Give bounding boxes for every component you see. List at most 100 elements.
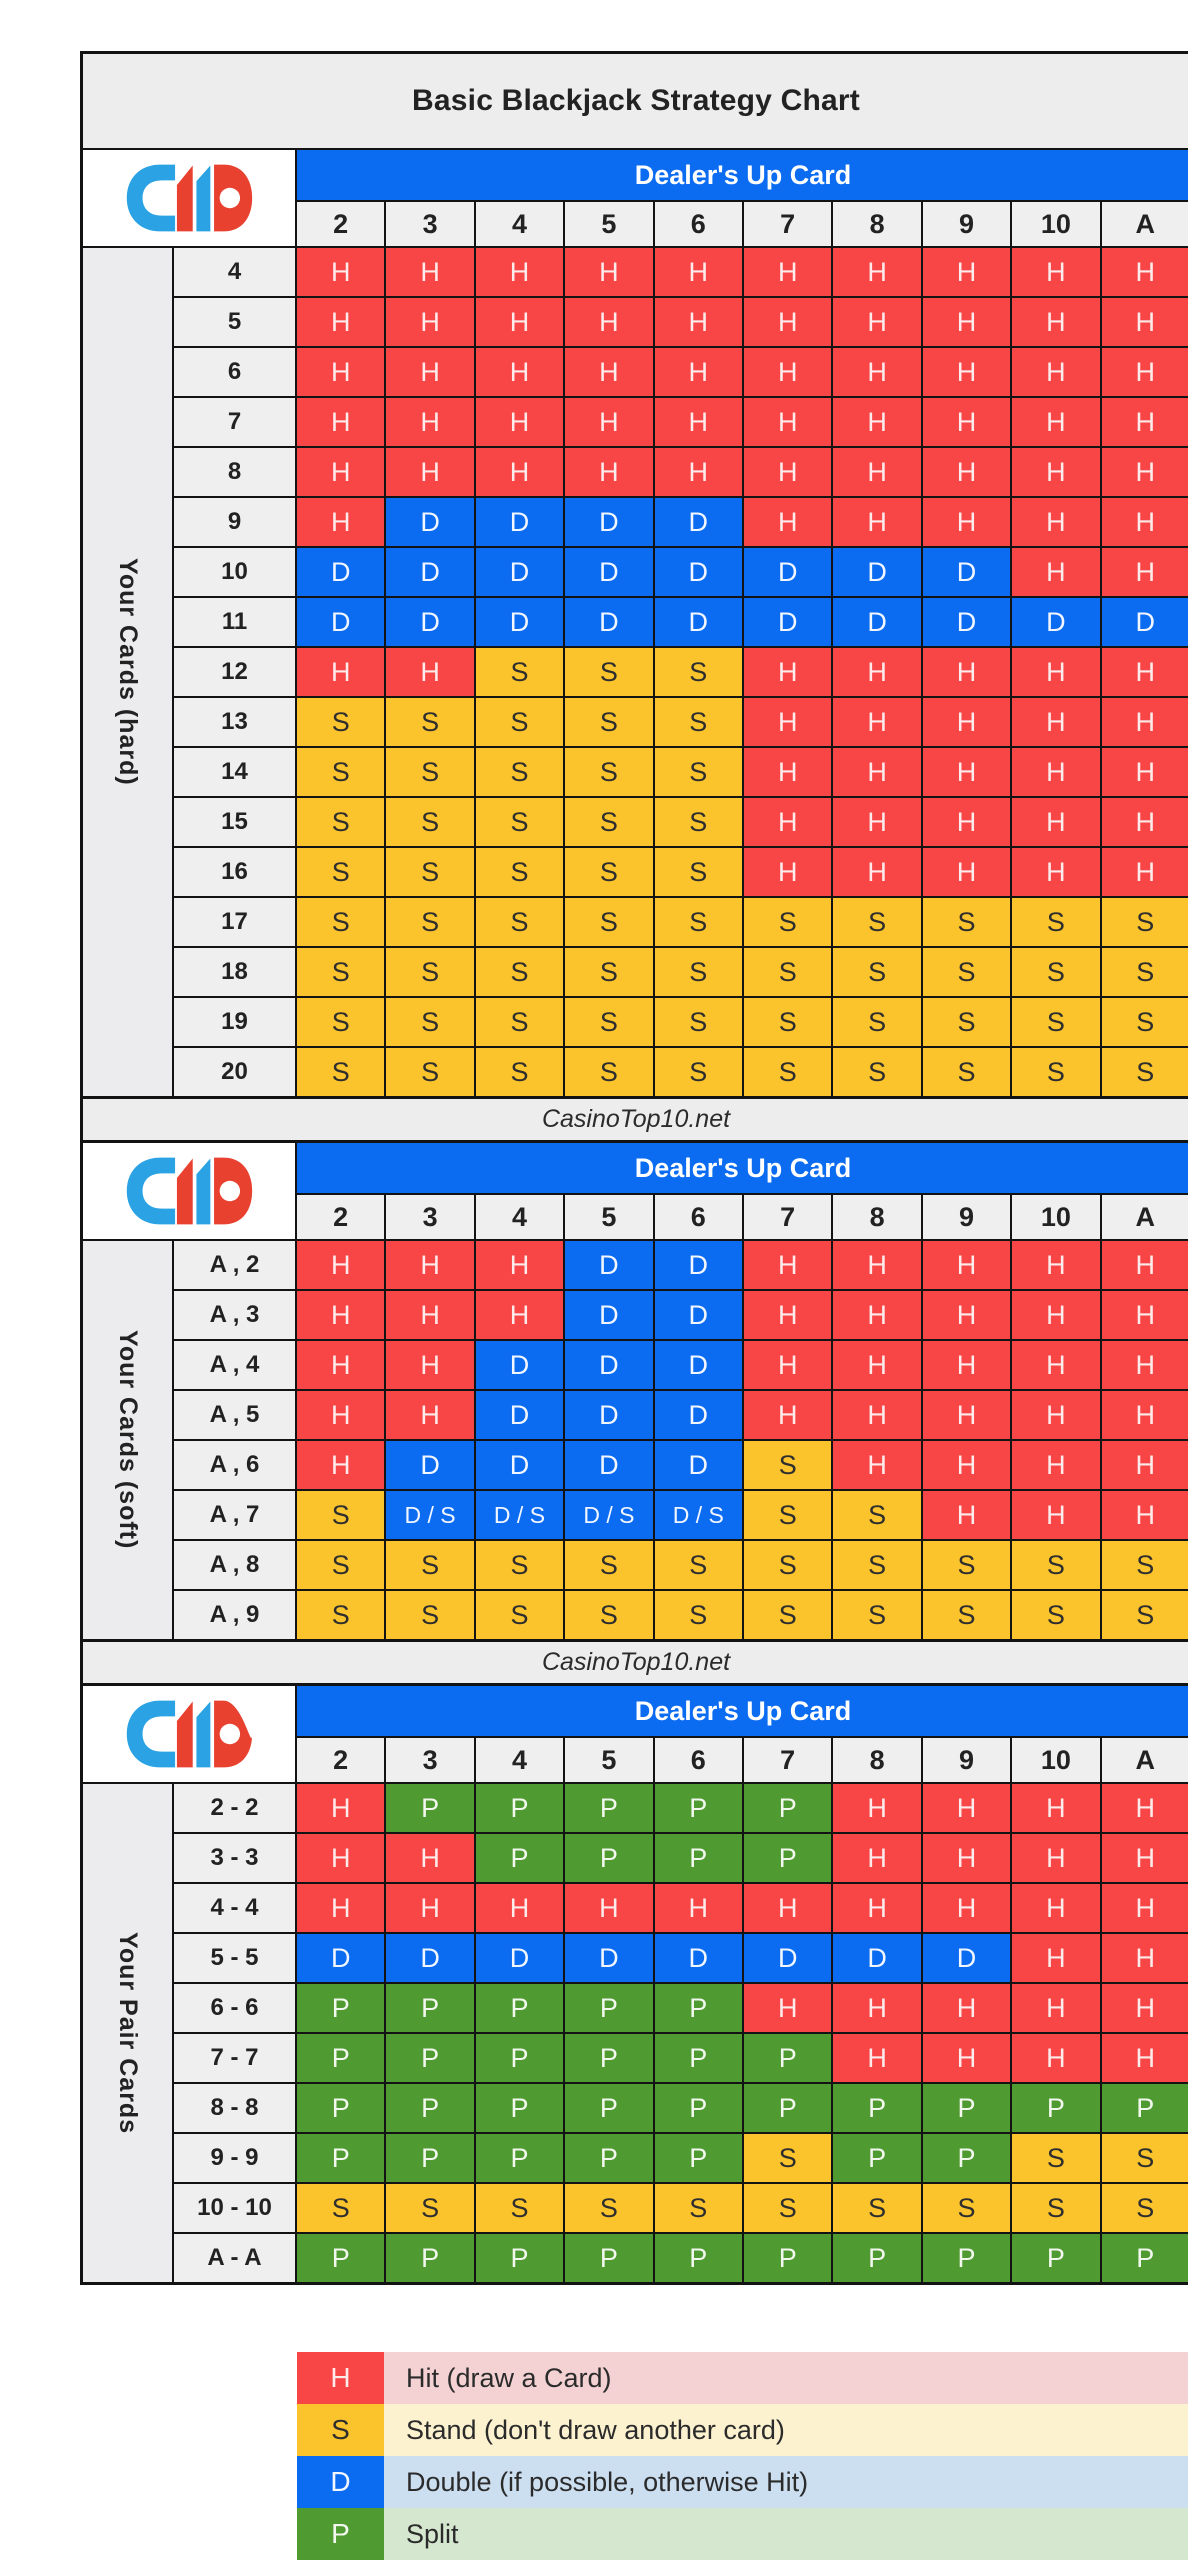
hand-row-label: A , 8	[174, 1541, 295, 1589]
strategy-cell: H	[744, 398, 832, 446]
strategy-cell: P	[297, 2234, 385, 2282]
strategy-cell: S	[565, 698, 653, 746]
strategy-cell: S	[654, 848, 742, 896]
strategy-cell: D	[654, 598, 742, 646]
strategy-cell: S	[833, 1491, 921, 1539]
strategy-cell: P	[475, 2034, 564, 2082]
strategy-cell: D	[297, 598, 385, 646]
strategy-cell: D	[922, 548, 1011, 596]
strategy-cell: H	[297, 648, 385, 696]
strategy-cell: H	[1101, 248, 1188, 296]
strategy-cell: S	[297, 948, 385, 996]
strategy-cell: S	[565, 948, 653, 996]
strategy-cell: H	[833, 448, 921, 496]
dealer-card-header: 6	[654, 202, 742, 246]
strategy-cell: H	[1101, 1291, 1188, 1339]
strategy-cell: H	[1101, 298, 1188, 346]
strategy-cell: S	[744, 1441, 832, 1489]
strategy-cell: H	[1012, 848, 1100, 896]
strategy-cell: D / S	[654, 1491, 742, 1539]
legend: H Hit (draw a Card) S Stand (don't draw ano…	[297, 2352, 1188, 2560]
strategy-cell: S	[475, 2184, 564, 2232]
strategy-cell: D	[654, 1441, 742, 1489]
strategy-cell: D	[565, 1291, 653, 1339]
strategy-cell: S	[1012, 1541, 1100, 1589]
dealer-card-header: 10	[1012, 202, 1100, 246]
strategy-cell: S	[475, 1591, 564, 1639]
strategy-cell: D	[386, 1934, 474, 1982]
strategy-cell: S	[386, 948, 474, 996]
strategy-cell: D	[654, 1391, 742, 1439]
strategy-cell: H	[475, 248, 564, 296]
hand-row-label: 2 - 2	[174, 1784, 295, 1832]
strategy-cell: H	[744, 448, 832, 496]
dealer-card-header: 8	[833, 202, 921, 246]
strategy-cell: H	[565, 348, 653, 396]
strategy-cell: H	[297, 1441, 385, 1489]
strategy-cell: S	[1101, 2184, 1188, 2232]
strategy-cell: H	[744, 298, 832, 346]
strategy-cell: D	[475, 498, 564, 546]
strategy-cell: H	[744, 748, 832, 796]
hand-row-label: A , 6	[174, 1441, 295, 1489]
hand-row-label: 17	[174, 898, 295, 946]
strategy-cell: S	[475, 848, 564, 896]
dealer-up-card-header: Dealer's Up Card	[297, 1143, 1188, 1193]
strategy-cell: H	[833, 398, 921, 446]
hand-row-label: A , 5	[174, 1391, 295, 1439]
strategy-cell: H	[744, 1984, 832, 2032]
strategy-cell: H	[833, 248, 921, 296]
strategy-cell: D	[565, 1241, 653, 1289]
strategy-cell: S	[922, 1541, 1011, 1589]
dealer-card-header: 5	[565, 1195, 653, 1239]
strategy-cell: S	[833, 1591, 921, 1639]
strategy-cell: H	[922, 698, 1011, 746]
strategy-cell: H	[833, 1784, 921, 1832]
strategy-cell: S	[297, 698, 385, 746]
strategy-cell: H	[1012, 548, 1100, 596]
strategy-cell: H	[922, 1291, 1011, 1339]
strategy-cell: P	[922, 2234, 1011, 2282]
dealer-card-header: 7	[744, 1738, 832, 1782]
strategy-cell: S	[833, 948, 921, 996]
strategy-cell: S	[565, 1591, 653, 1639]
strategy-cell: H	[1101, 1391, 1188, 1439]
hand-row-label: A - A	[174, 2234, 295, 2282]
strategy-cell: H	[922, 2034, 1011, 2082]
strategy-cell: S	[1101, 948, 1188, 996]
strategy-cell: S	[1012, 1048, 1100, 1096]
strategy-cell: H	[922, 498, 1011, 546]
strategy-cell: S	[386, 998, 474, 1046]
strategy-cell: H	[922, 1884, 1011, 1932]
strategy-cell: P	[475, 2234, 564, 2282]
strategy-cell: H	[475, 1291, 564, 1339]
strategy-cell: S	[1012, 948, 1100, 996]
strategy-cell: H	[386, 248, 474, 296]
section-label: Your Cards (soft)	[83, 1241, 172, 1639]
dealer-card-header: 10	[1012, 1195, 1100, 1239]
strategy-cell: P	[833, 2084, 921, 2132]
hand-row-label: 15	[174, 798, 295, 846]
strategy-cell: S	[1101, 898, 1188, 946]
strategy-cell: S	[565, 998, 653, 1046]
casinotop10-logo-icon	[126, 1700, 253, 1768]
strategy-table-hard: Dealer's Up Card 2 3 4 5 6 7 8 9 10 A Your Cards (…	[83, 150, 1188, 1096]
legend-row: P Split	[297, 2508, 1188, 2560]
strategy-cell: D	[565, 498, 653, 546]
hand-row-label: 18	[174, 948, 295, 996]
dealer-card-header: 3	[386, 202, 474, 246]
strategy-cell: P	[1101, 2234, 1188, 2282]
strategy-cell: H	[1101, 848, 1188, 896]
strategy-cell: H	[297, 1341, 385, 1389]
strategy-cell: H	[1101, 748, 1188, 796]
strategy-cell: S	[654, 1048, 742, 1096]
hand-row-label: 4	[174, 248, 295, 296]
strategy-cell: D	[654, 1341, 742, 1389]
hand-row-label: 14	[174, 748, 295, 796]
dealer-card-header: 3	[386, 1195, 474, 1239]
dealer-up-card-header: Dealer's Up Card	[297, 150, 1188, 200]
strategy-cell: P	[297, 1984, 385, 2032]
strategy-chart: Basic Blackjack Strategy Chart Dealer's …	[80, 51, 1188, 2285]
strategy-cell: H	[565, 298, 653, 346]
